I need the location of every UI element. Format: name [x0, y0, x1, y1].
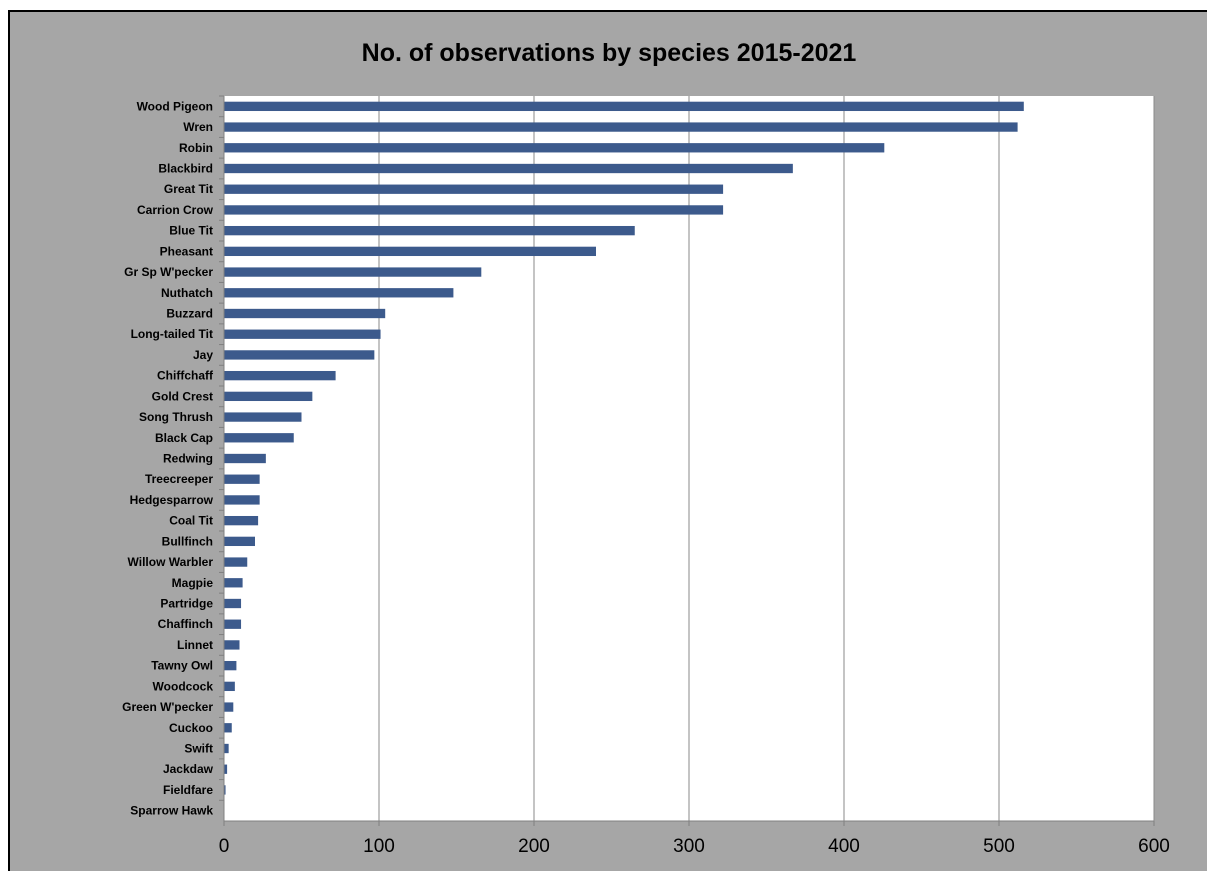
category-label: Blue Tit [169, 224, 213, 238]
category-label: Gr Sp W'pecker [124, 265, 213, 279]
bar [224, 288, 454, 298]
chart-title: No. of observations by species 2015-2021 [362, 39, 857, 67]
category-label: Carrion Crow [137, 203, 214, 217]
category-label: Swift [184, 742, 213, 756]
category-label: Robin [179, 141, 213, 155]
category-label: Cuckoo [169, 721, 213, 735]
x-tick-label: 500 [983, 836, 1015, 857]
category-label: Woodcock [153, 679, 214, 693]
bar [224, 163, 793, 174]
category-label: Coal Tit [169, 514, 213, 528]
category-label: Linnet [177, 638, 213, 652]
category-label: Redwing [163, 452, 213, 466]
category-labels: Wood Pigeon Wren Robin Blackbird Great Tit Ca… [122, 99, 214, 817]
bar [224, 246, 596, 257]
bar [224, 453, 266, 464]
bar [224, 329, 381, 339]
chart-area: No. of observations by species 2015-2021… [8, 10, 1207, 871]
bar [224, 598, 242, 609]
category-label: Sparrow Hawk [130, 804, 213, 818]
bar [224, 640, 240, 650]
bar [224, 143, 885, 153]
bar [224, 391, 313, 402]
bar [224, 536, 255, 547]
category-label: Buzzard [166, 307, 213, 321]
x-tick-label: 300 [673, 836, 705, 857]
bar [224, 660, 237, 671]
category-label: Green W'pecker [122, 700, 213, 714]
x-tick-label: 200 [518, 836, 550, 857]
x-tick-label: 600 [1138, 836, 1170, 857]
bar [224, 205, 724, 215]
bars [224, 101, 1024, 795]
category-label: Jay [193, 348, 213, 362]
bar [224, 495, 260, 505]
bar [224, 474, 260, 484]
x-tick-label: 400 [828, 836, 860, 857]
category-label: Hedgesparrow [130, 493, 214, 507]
category-label: Magpie [172, 576, 214, 590]
bar [224, 785, 226, 795]
category-label: Partridge [160, 597, 213, 611]
category-label: Gold Crest [152, 389, 213, 403]
bar [224, 515, 259, 526]
bar [224, 557, 248, 567]
category-label: Jackdaw [163, 762, 214, 776]
category-label: Bullfinch [162, 534, 213, 548]
bar [224, 350, 375, 360]
bar [224, 619, 242, 629]
bar [224, 370, 336, 381]
bar [224, 743, 229, 754]
bar [224, 681, 235, 692]
category-label: Chaffinch [158, 617, 213, 631]
category-label: Treecreeper [145, 472, 213, 486]
category-label: Wood Pigeon [137, 99, 213, 113]
bar [224, 702, 234, 712]
axes [219, 95, 1155, 826]
category-label: Blackbird [158, 162, 213, 176]
category-label: Fieldfare [163, 783, 213, 797]
category-label: Chiffchaff [157, 369, 214, 383]
bar [224, 578, 243, 588]
category-label: Tawny Owl [151, 659, 213, 673]
x-tick-labels: 0 100 200 300 400 500 600 [219, 836, 1170, 857]
category-label: Long-tailed Tit [131, 327, 213, 341]
bar [224, 267, 482, 277]
bar [224, 723, 232, 733]
bar [224, 184, 724, 194]
category-label: Great Tit [164, 182, 213, 196]
bar [224, 122, 1018, 132]
bar [224, 308, 386, 319]
x-tick-label: 100 [363, 836, 395, 857]
bar [224, 764, 228, 774]
bar [224, 101, 1024, 112]
bar-chart: No. of observations by species 2015-2021… [122, 39, 1170, 857]
gridlines [378, 96, 1155, 821]
category-label: Wren [183, 120, 213, 134]
category-label: Pheasant [160, 244, 213, 258]
bar [224, 433, 294, 443]
category-label: Nuthatch [161, 286, 213, 300]
bar [224, 225, 635, 236]
category-label: Willow Warbler [128, 555, 214, 569]
category-label: Black Cap [155, 431, 213, 445]
bar [224, 412, 302, 422]
category-label: Song Thrush [139, 410, 213, 424]
x-tick-label: 0 [219, 836, 230, 857]
